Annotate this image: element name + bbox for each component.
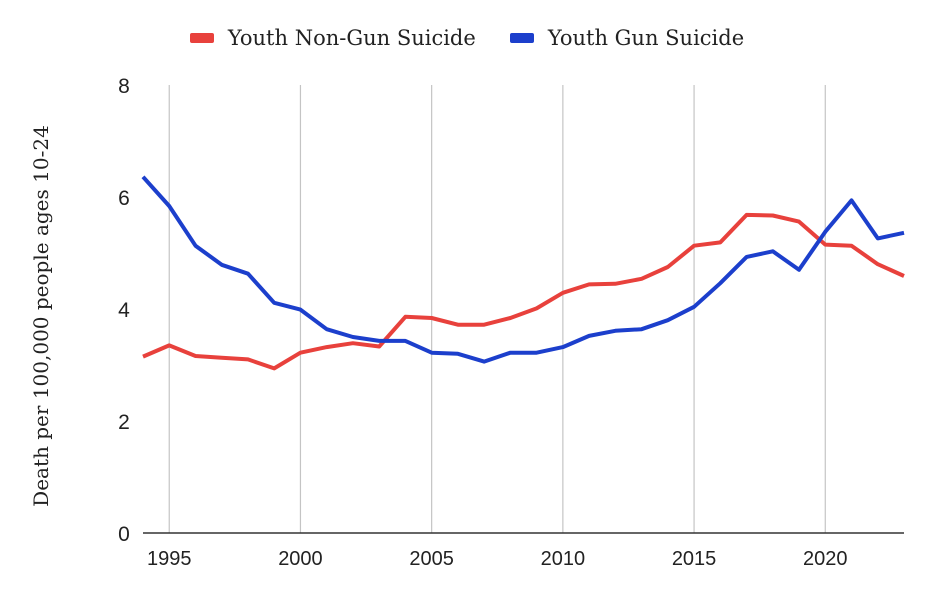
x-tick-label: 2005 (409, 548, 454, 570)
y-tick-label: 0 (118, 523, 130, 546)
legend-label-gun: Youth Gun Suicide (547, 26, 745, 50)
x-tick-label: 2020 (803, 548, 848, 570)
x-tick-label: 2000 (278, 548, 323, 570)
y-tick-label: 6 (118, 187, 130, 210)
legend-swatch-non-gun (189, 33, 214, 43)
x-tick-label: 2010 (541, 548, 586, 570)
legend-item-non-gun[interactable]: Youth Non-Gun Suicide (189, 26, 476, 50)
y-tick-label: 8 (118, 75, 130, 98)
series-line-1 (141, 175, 905, 364)
legend-item-gun[interactable]: Youth Gun Suicide (509, 26, 745, 50)
x-tick-label: 1995 (147, 548, 192, 570)
legend-swatch-gun (509, 33, 534, 43)
legend-label-non-gun: Youth Non-Gun Suicide (227, 26, 476, 50)
legend: Youth Non-Gun Suicide Youth Gun Suicide (0, 26, 934, 50)
y-tick-label: 2 (118, 411, 130, 434)
x-tick-label: 2015 (672, 548, 717, 570)
series-line-0 (142, 212, 905, 371)
y-tick-label: 4 (118, 299, 130, 322)
